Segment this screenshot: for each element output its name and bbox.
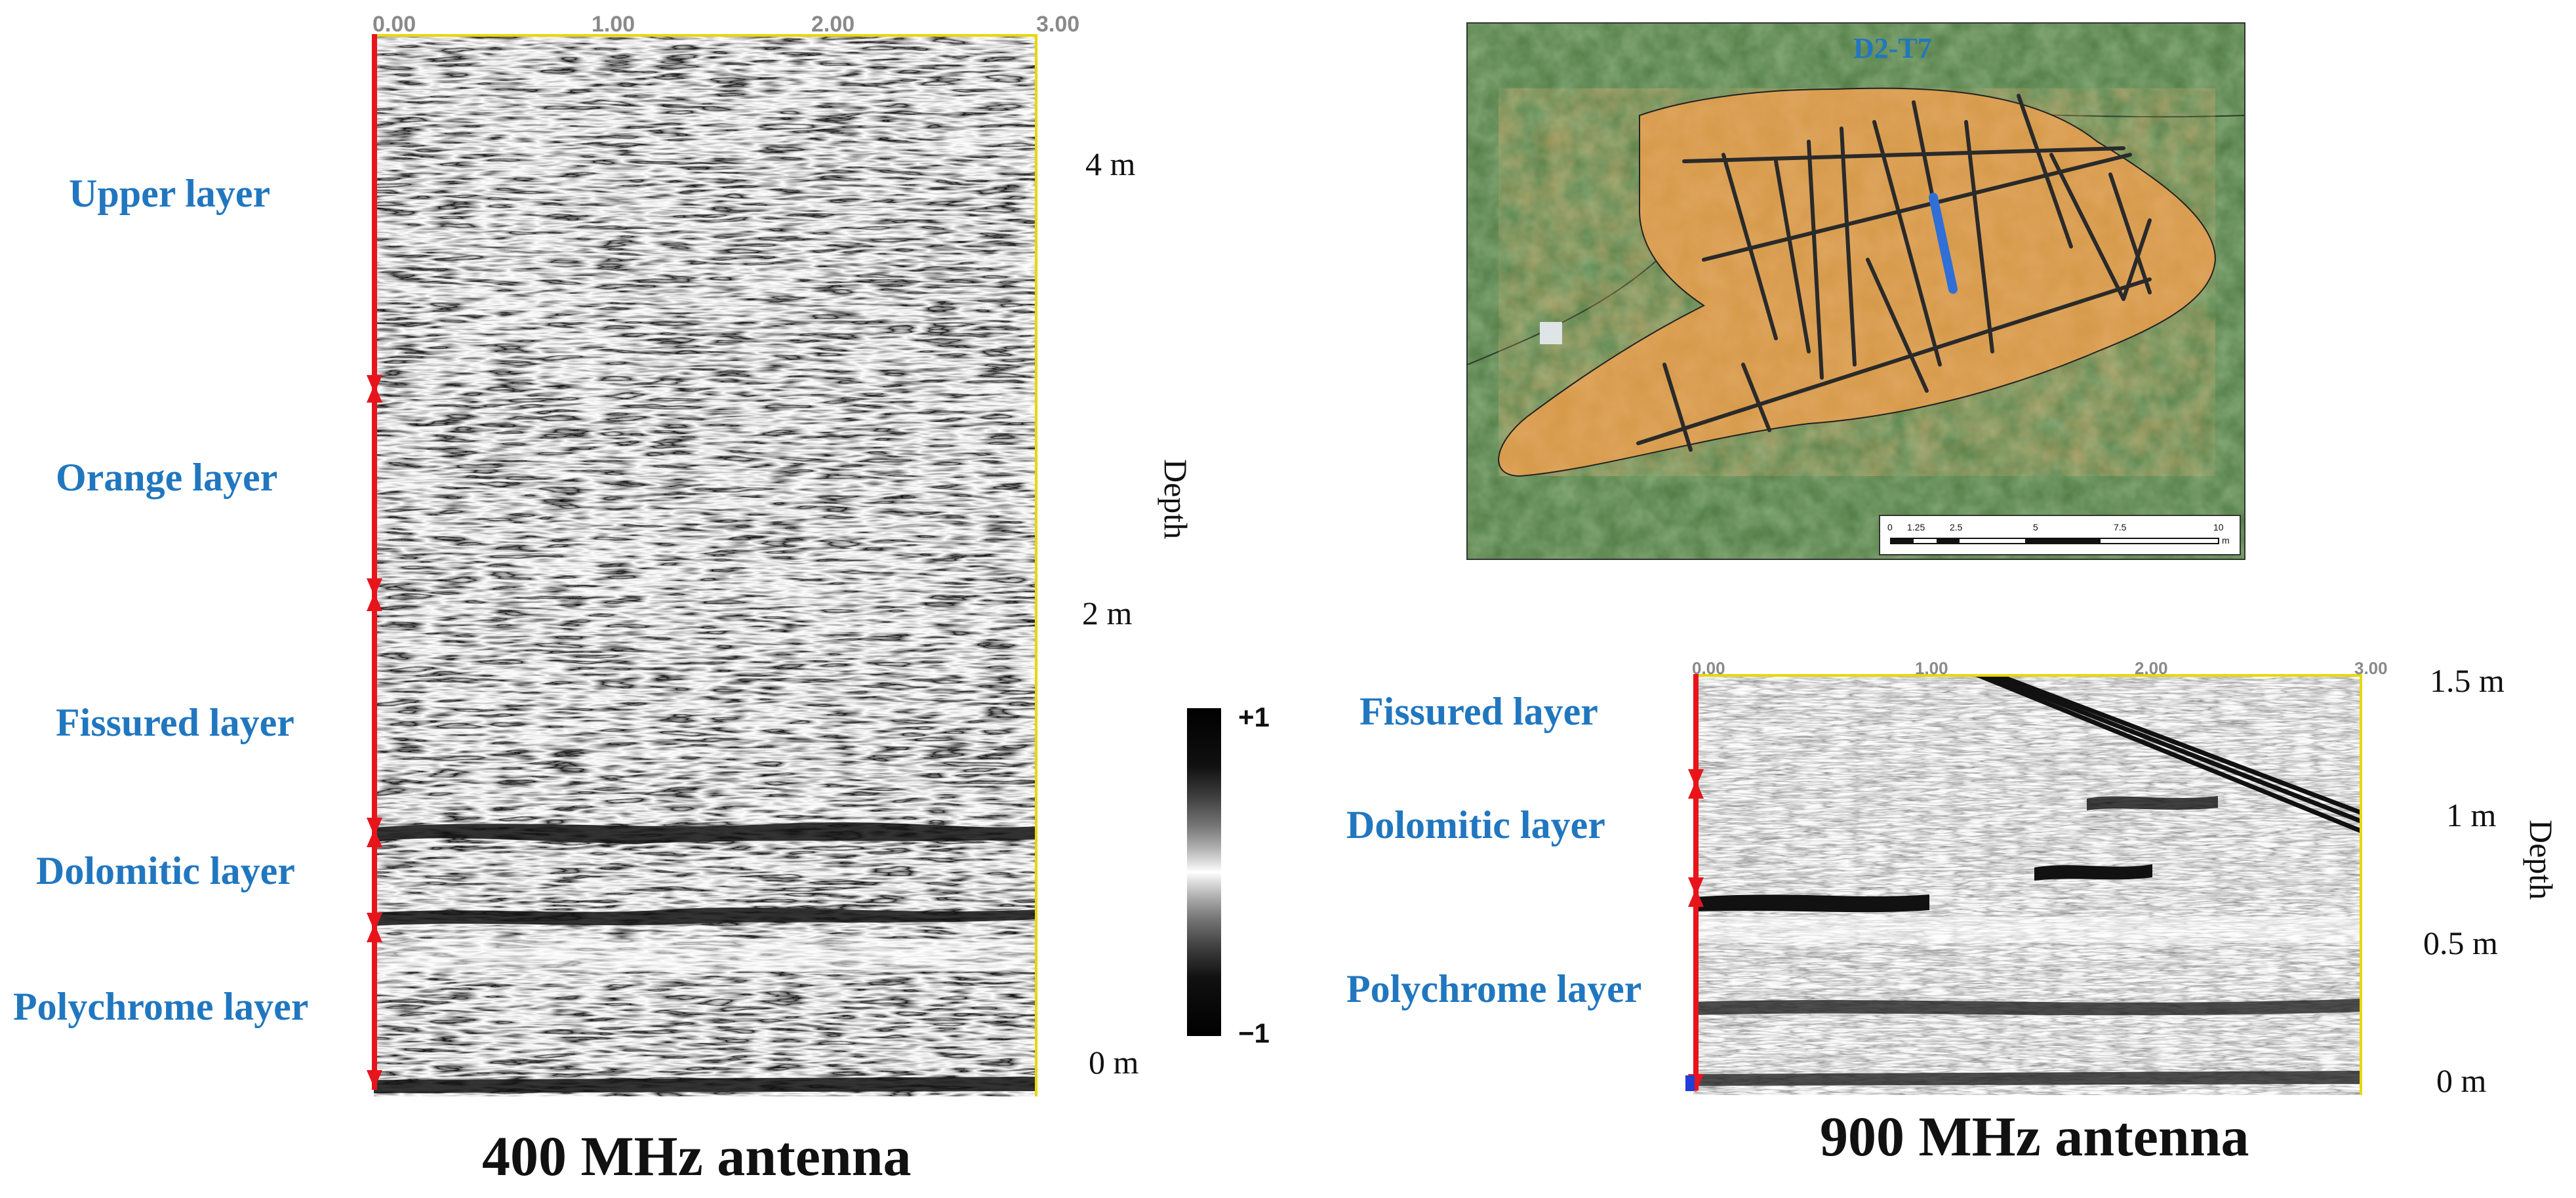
depth-tick-1-5m: 1.5 m xyxy=(2430,662,2505,699)
depth-tick-0-5m: 0.5 m xyxy=(2423,925,2498,961)
x-tick-900-2: 2.00 xyxy=(2135,658,2168,678)
scale-unit: m xyxy=(2222,535,2230,546)
caption-400mhz: 400 MHz antenna xyxy=(482,1125,912,1188)
depth-axis-title-900: Depth xyxy=(2523,820,2560,900)
colorbar-min-label: −1 xyxy=(1238,1018,1270,1048)
x-tick-1: 1.00 xyxy=(592,12,635,37)
x-tick-900-3: 3.00 xyxy=(2354,658,2388,678)
label-polychrome-layer-900: Polychrome layer xyxy=(1346,967,1642,1010)
label-upper-layer: Upper layer xyxy=(69,172,271,215)
right-axis-line xyxy=(1035,34,1037,1096)
scale-tick-0: 0 xyxy=(1887,522,1893,532)
right-axis-line-900 xyxy=(2360,674,2362,1095)
depth-tick-0m: 0 m xyxy=(1089,1044,1139,1081)
top-axis-line xyxy=(374,34,1037,37)
radargram-400mhz xyxy=(374,34,1037,1096)
label-dolomitic-layer: Dolomitic layer xyxy=(36,849,295,892)
top-axis-line-900 xyxy=(1693,674,2362,677)
x-tick-3: 3.00 xyxy=(1036,12,1080,37)
colorbar-max-label: +1 xyxy=(1238,702,1270,732)
scale-tick-4: 7.5 xyxy=(2114,522,2127,532)
depth-tick-4m: 4 m xyxy=(1085,146,1136,182)
scale-tick-5: 10 xyxy=(2213,522,2224,532)
x-tick-900-1: 1.00 xyxy=(1915,658,1948,678)
right-layer-arrows xyxy=(1688,674,1704,1092)
scale-tick-3: 5 xyxy=(2033,522,2038,532)
depth-tick-0m-900: 0 m xyxy=(2436,1062,2487,1099)
x-tick-2: 2.00 xyxy=(811,12,855,37)
scale-tick-2: 2.5 xyxy=(1950,522,1963,532)
depth-tick-1m: 1 m xyxy=(2446,797,2497,833)
label-orange-layer: Orange layer xyxy=(56,456,278,499)
radargram-900mhz xyxy=(1693,674,2362,1095)
depth-origin-marker xyxy=(1685,1075,1695,1091)
label-fissured-layer: Fissured layer xyxy=(56,701,294,744)
depth-axis-title: Depth xyxy=(1157,459,1194,540)
label-polychrome-layer: Polychrome layer xyxy=(13,985,309,1028)
depth-tick-2m: 2 m xyxy=(1082,595,1133,631)
x-tick-0: 0.00 xyxy=(372,12,416,37)
x-tick-900-0: 0.00 xyxy=(1692,658,1725,678)
scale-tick-1: 1.25 xyxy=(1907,522,1925,532)
label-dolomitic-layer-900: Dolomitic layer xyxy=(1346,803,1605,847)
label-fissured-layer-900: Fissured layer xyxy=(1359,690,1598,733)
left-layer-arrows xyxy=(367,34,382,1090)
transect-label: D2-T7 xyxy=(1853,32,1932,64)
aerial-map: D2-T7 0 1.25 2.5 5 7.5 10 m xyxy=(1466,22,2245,560)
caption-900mhz: 900 MHz antenna xyxy=(1820,1105,2249,1168)
amplitude-colorbar xyxy=(1187,708,1221,1036)
